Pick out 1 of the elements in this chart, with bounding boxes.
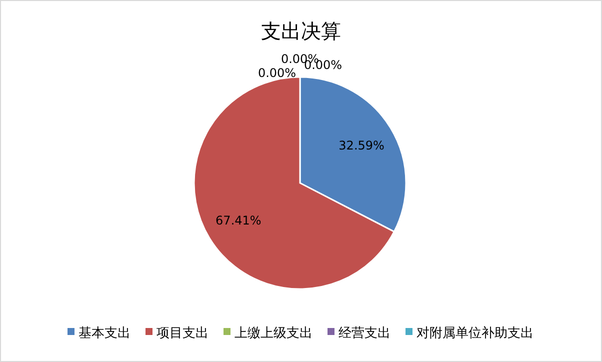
title: 支出决算 <box>261 19 341 43</box>
